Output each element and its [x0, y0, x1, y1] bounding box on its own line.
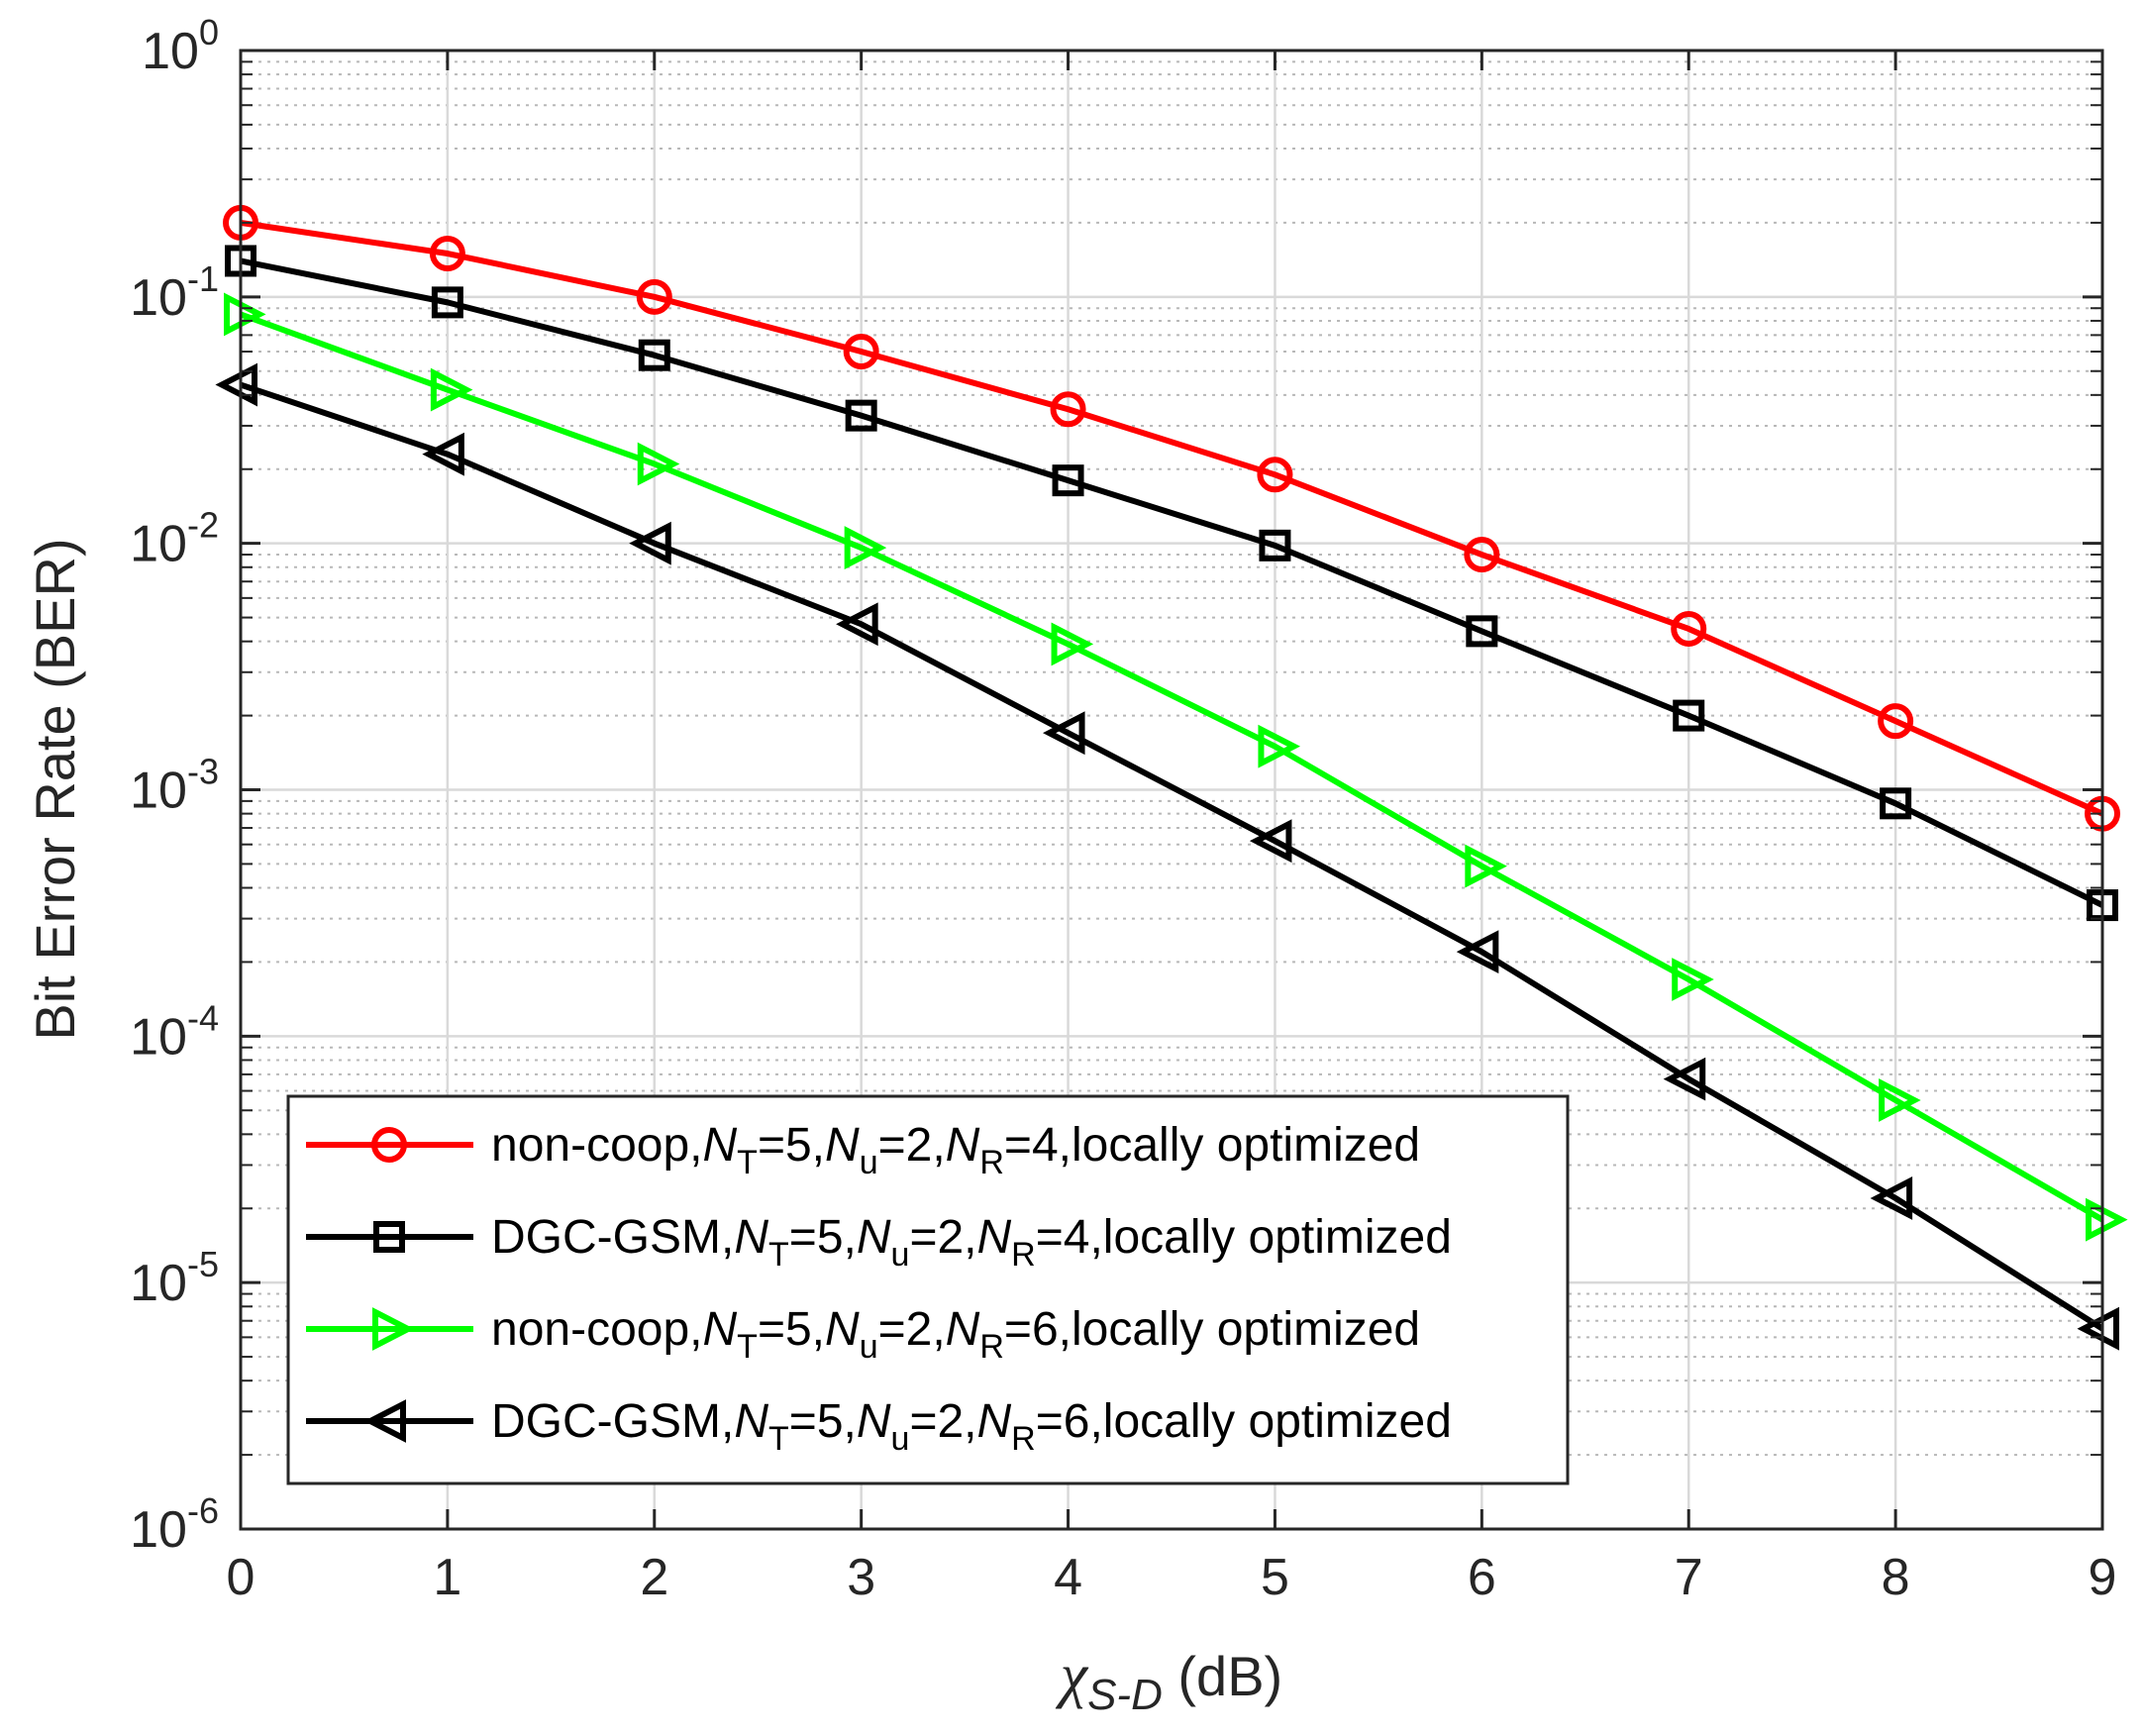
legend-box [286, 1094, 1570, 1485]
minor-grid [241, 60, 2102, 1457]
data-point-series-4 [629, 521, 671, 565]
x-tick-label: 5 [1261, 1549, 1289, 1606]
data-point-series-3 [224, 292, 266, 337]
x-tick-label: 0 [227, 1549, 255, 1606]
data-point-series-4 [215, 362, 257, 407]
x-tick-label: 2 [640, 1549, 668, 1606]
y-tick-label: 10-5 [130, 1244, 219, 1312]
y-tick-label: 10-3 [130, 752, 219, 820]
x-tick-label: 6 [1468, 1549, 1496, 1606]
data-point-series-1 [1878, 703, 1914, 740]
data-point-series-4 [1456, 930, 1499, 974]
legend-marker-sample [373, 1221, 405, 1253]
data-point-series-2 [1259, 529, 1291, 562]
data-point-series-2 [1880, 787, 1912, 820]
data-point-series-1 [429, 236, 465, 272]
legend-entry-1: non-coop,NT=5,Nu=2,NR=4,locally optimize… [491, 1119, 1420, 1181]
y-tick-label: 10-1 [130, 258, 219, 327]
data-point-series-3 [1672, 958, 1714, 1001]
series-lines [239, 219, 2104, 1332]
x-tick-labels: 0 1 2 3 4 5 6 7 8 9 [227, 1549, 2117, 1606]
data-point-series-1 [1257, 457, 1293, 493]
data-point-series-1 [1050, 391, 1086, 428]
legend-entry-3: non-coop,NT=5,Nu=2,NR=6,locally optimize… [491, 1303, 1420, 1366]
data-point-series-2 [845, 399, 877, 432]
legend-samples [306, 1127, 473, 1443]
x-tick-label: 8 [1882, 1549, 1910, 1606]
series-markers [215, 204, 2128, 1351]
x-axis-label: χS-D (dB) [1056, 1642, 1282, 1719]
y-tick-label: 100 [142, 12, 219, 80]
x-axis-subscript: S-D [1087, 1671, 1163, 1719]
legend-marker-sample [371, 1127, 407, 1163]
data-point-series-3 [2086, 1197, 2128, 1242]
data-point-series-2 [638, 339, 670, 371]
data-point-series-1 [843, 334, 879, 370]
data-point-series-3 [1879, 1078, 1921, 1122]
data-point-series-3 [1465, 844, 1507, 888]
y-axis-label: Bit Error Rate (BER) [24, 538, 86, 1040]
x-axis-symbol: χ [1056, 1642, 1089, 1709]
data-point-series-2 [1052, 464, 1084, 497]
y-tick-label: 10-2 [130, 505, 219, 573]
series-line-3 [239, 311, 2104, 1223]
data-point-series-1 [636, 278, 672, 315]
data-point-series-4 [836, 602, 878, 647]
legend-marker-sample [372, 1307, 415, 1351]
data-point-series-2 [1466, 615, 1498, 648]
data-point-series-1 [1464, 537, 1500, 573]
y-tick-label: 10-6 [130, 1490, 219, 1559]
x-tick-label: 1 [433, 1549, 461, 1606]
data-point-series-3 [1258, 724, 1300, 768]
y-tick-labels: 100 10-1 10-2 10-3 10-4 10-5 10-6 [130, 12, 219, 1559]
x-tick-label: 3 [847, 1549, 875, 1606]
data-point-series-4 [422, 432, 464, 476]
data-point-series-1 [1671, 610, 1707, 647]
data-point-series-4 [1663, 1057, 1706, 1101]
data-point-series-3 [1051, 622, 1094, 666]
x-tick-label: 7 [1675, 1549, 1703, 1606]
x-axis-unit: (dB) [1163, 1645, 1282, 1707]
data-point-series-4 [1249, 819, 1292, 864]
legend-entry-4: DGC-GSM,NT=5,Nu=2,NR=6,locally optimized [491, 1395, 1452, 1458]
series-line-2 [240, 257, 2104, 908]
legend-entry-2: DGC-GSM,NT=5,Nu=2,NR=4,locally optimized [491, 1211, 1452, 1274]
y-tick-label: 10-4 [130, 997, 219, 1066]
legend-marker-sample [363, 1399, 406, 1443]
data-point-series-3 [844, 526, 887, 569]
data-point-series-4 [1870, 1176, 1913, 1220]
data-point-series-3 [637, 442, 680, 486]
series-line-1 [240, 219, 2104, 817]
series-line-4 [240, 381, 2104, 1332]
data-point-series-4 [1043, 711, 1085, 756]
data-point-series-2 [1673, 699, 1705, 732]
legend: non-coop,NT=5,Nu=2,NR=4,locally optimize… [286, 1094, 1570, 1485]
data-point-series-2 [431, 286, 463, 319]
data-point-series-3 [430, 367, 473, 412]
x-tick-label: 4 [1054, 1549, 1082, 1606]
x-tick-label: 9 [2089, 1549, 2117, 1606]
axis-ticks [239, 49, 2104, 1531]
